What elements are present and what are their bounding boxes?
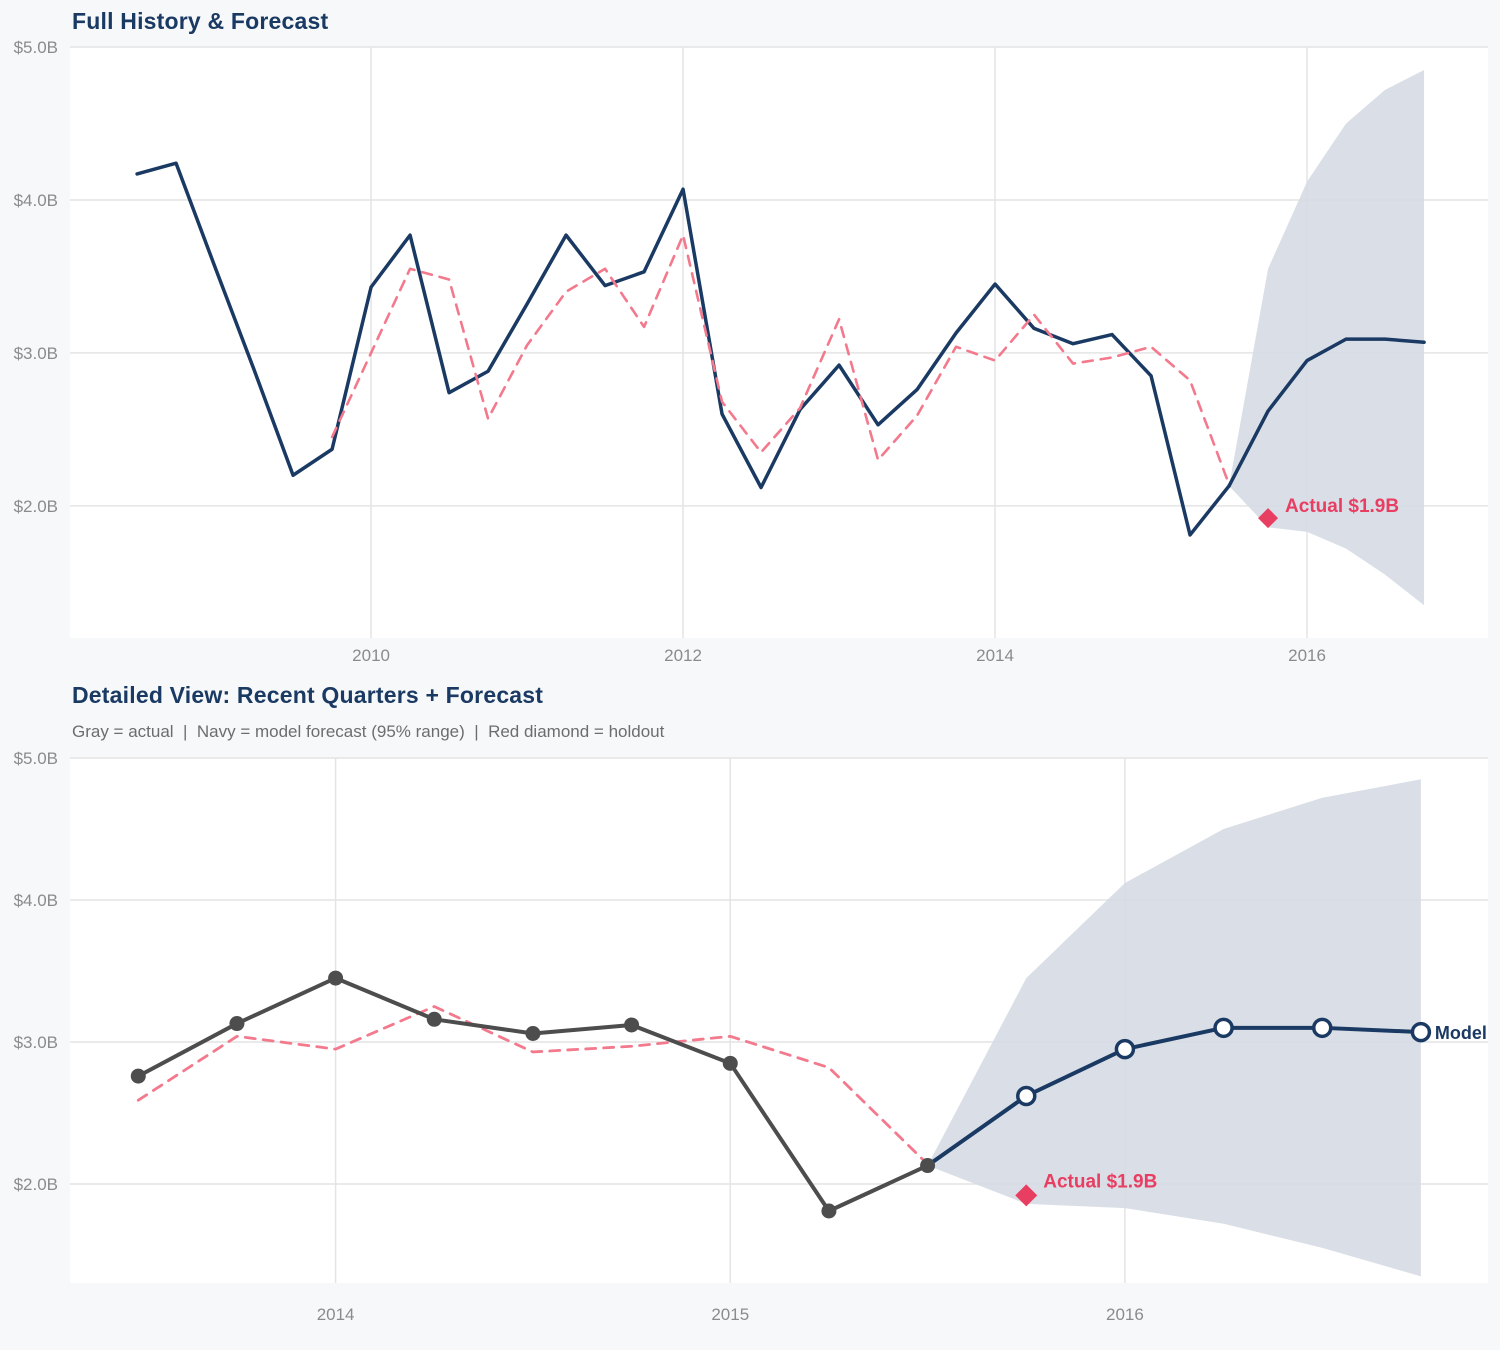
model-forecast-line-marker [1410,1021,1432,1043]
y-tick-label: $3.0B [14,344,58,363]
actual-gray-line-marker [920,1158,936,1174]
forecast-confidence-band [1229,69,1425,606]
y-tick-label: $4.0B [14,191,58,210]
actual-history-line [135,161,1231,537]
actual-gray-line-marker [426,1011,442,1027]
plot-area [70,47,1488,638]
holdout-label: Actual $1.9B [1043,1171,1157,1192]
x-tick-label: 2014 [317,1305,355,1324]
actual-gray-line-marker [130,1068,146,1084]
x-tick-label: 2016 [1288,646,1326,665]
model-fit-line [330,233,1231,486]
model-forecast-line-marker [1213,1017,1234,1039]
y-tick-label: $5.0B [14,38,58,57]
forecast-confidence-band [927,779,1421,1277]
model-forecast-line [1227,337,1426,488]
x-tick-label: 2015 [711,1305,749,1324]
model-forecast-line-marker [1016,1085,1037,1107]
chart1-title: Full History & Forecast [72,8,329,34]
x-tick-label: 2012 [664,646,702,665]
y-tick-label: $3.0B [14,1033,58,1052]
actual-gray-line-marker [229,1016,245,1032]
model-line-label: Model [1435,1023,1487,1043]
y-tick-label: $2.0B [14,497,58,516]
chart2-title: Detailed View: Recent Quarters + Forecas… [72,682,544,708]
model-forecast-line-marker [1311,1017,1333,1039]
holdout-diamond [1258,508,1279,529]
actual-gray-line-marker [821,1203,837,1219]
detailed-view-chart: 2014 2015 2016 $5.0B $4.0B $3.0B $2.0B Actual $… [14,749,1488,1324]
holdout-diamond [1015,1184,1038,1207]
model-forecast-line-marker [1114,1038,1136,1060]
x-tick-label: 2010 [352,646,390,665]
chart2-subtitle: Gray = actual | Navy = model forecast (9… [72,722,665,741]
y-tick-label: $4.0B [14,891,58,910]
full-history-forecast-chart: 2010 2012 2014 2016 $5.0B $4.0B $3.0B $2.0B Actu… [14,38,1488,665]
actual-gray-line-marker [525,1025,541,1041]
actual-gray-line-marker [328,970,344,986]
x-tick-label: 2016 [1106,1305,1144,1324]
holdout-label: Actual $1.9B [1285,496,1399,517]
actual-gray-line-marker [624,1017,640,1033]
y-tick-label: $2.0B [14,1175,58,1194]
model-forecast-line [925,1025,1423,1168]
model-fit-line [136,1005,929,1166]
y-tick-label: $5.0B [14,749,58,768]
x-tick-label: 2014 [976,646,1014,665]
actual-gray-line-marker [722,1055,738,1071]
